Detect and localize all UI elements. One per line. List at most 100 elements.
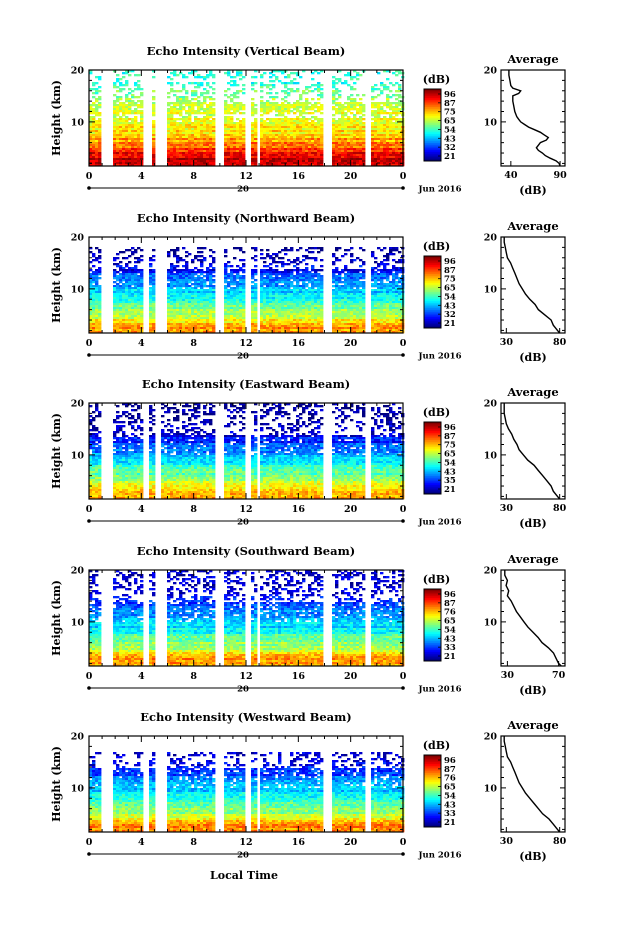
colorbar-swatch	[424, 261, 441, 264]
colorbar-swatch	[424, 90, 441, 94]
colorbar-swatch	[424, 648, 441, 651]
average-profile-line	[503, 403, 561, 500]
colorbar-swatch	[424, 301, 441, 304]
colorbar-swatch	[424, 117, 441, 121]
colorbar-swatch	[424, 783, 441, 787]
average-profile-line	[503, 736, 561, 833]
colorbar-swatch	[424, 438, 441, 441]
average-profile-line	[503, 237, 561, 334]
colorbar-swatch	[424, 134, 441, 137]
colorbar-swatch	[424, 810, 441, 814]
colorbar-swatch	[424, 295, 441, 298]
colorbar-label: (dB)	[423, 73, 450, 86]
colorbar-swatch	[424, 653, 441, 657]
colorbar-swatch	[424, 789, 441, 792]
x-tick-label: 4	[138, 837, 145, 848]
colorbar-swatch	[424, 263, 441, 266]
colorbar-swatch	[424, 641, 441, 644]
panel-title: Echo Intensity (Vertical Beam)	[147, 44, 346, 58]
average-frame	[500, 569, 566, 667]
colorbar-swatch	[424, 787, 441, 790]
average-title: Average	[506, 718, 558, 732]
average-frame	[500, 236, 566, 334]
x-tick-label: 12	[239, 171, 252, 182]
average-title: Average	[506, 219, 558, 233]
colorbar-swatch	[424, 607, 441, 610]
average-x-tick-label: 80	[553, 337, 567, 348]
colorbar-swatch	[424, 603, 441, 606]
colorbar-swatch	[424, 290, 441, 293]
colorbar-swatch	[424, 279, 441, 282]
colorbar-swatch	[424, 486, 441, 490]
colorbar-swatch	[424, 650, 441, 653]
x-tick-label: 8	[190, 671, 197, 682]
colorbar-tick-label: 65	[444, 783, 456, 793]
heatmap-cells	[89, 570, 405, 667]
colorbar-swatch	[424, 467, 441, 470]
colorbar-swatch	[424, 782, 441, 785]
colorbar-swatch	[424, 800, 441, 803]
colorbar-swatch	[424, 655, 441, 658]
colorbar-swatch	[424, 492, 441, 495]
date-label: Jun 2016	[418, 185, 462, 195]
colorbar-frame	[423, 421, 442, 495]
colorbar-swatch	[424, 612, 441, 615]
average-profile-panel: Average 20 10 30 80 (dB)	[484, 718, 567, 863]
colorbar-tick-label: 43	[444, 634, 456, 644]
colorbar-swatch	[424, 465, 441, 468]
colorbar-tick-label: 54	[444, 125, 456, 135]
colorbar-swatch	[424, 317, 441, 320]
average-frame	[500, 735, 566, 833]
y-axis-label: Height (km)	[50, 746, 63, 822]
x-tick-label: 12	[239, 671, 252, 682]
colorbar-swatch	[424, 306, 441, 309]
colorbar-swatch	[424, 277, 441, 280]
colorbar-swatch	[424, 304, 441, 307]
day-axis-marker	[87, 353, 91, 357]
colorbar-swatch	[424, 769, 441, 772]
day-axis-marker	[87, 186, 91, 190]
colorbar-swatch	[424, 762, 441, 765]
date-label: Jun 2016	[418, 685, 462, 695]
y-tick-label: 20	[71, 566, 85, 577]
average-x-tick-label: 80	[553, 503, 567, 514]
y-tick-label: 10	[71, 284, 85, 295]
colorbar-tick-label: 87	[444, 765, 456, 775]
colorbar-swatch	[424, 311, 441, 315]
average-y-tick-label: 20	[484, 566, 498, 577]
colorbar-swatch	[424, 818, 441, 821]
colorbar-swatch	[424, 472, 441, 475]
x-tick-label: 12	[239, 837, 252, 848]
colorbar-swatch	[424, 114, 441, 117]
colorbar-swatch	[424, 429, 441, 432]
colorbar-swatch	[424, 605, 441, 608]
x-tick-label: 8	[190, 338, 197, 349]
colorbar-swatch	[424, 89, 441, 92]
colorbar-tick-label: 54	[444, 292, 456, 302]
colorbar-swatch	[424, 272, 441, 275]
colorbar-tick-label: 21	[444, 652, 456, 662]
colorbar-swatch	[424, 823, 441, 826]
y-axis-label: Height (km)	[50, 580, 63, 656]
average-profile-panel: Average 20 10 40 90 (dB)	[484, 52, 567, 197]
colorbar-swatch	[424, 313, 441, 316]
colorbar-label: (dB)	[423, 573, 450, 586]
colorbar-swatch	[424, 812, 441, 815]
colorbar-swatch	[424, 637, 441, 640]
x-tick-label: 20	[344, 671, 358, 682]
colorbar-swatch	[424, 275, 441, 279]
average-title: Average	[506, 385, 558, 399]
colorbar-swatch	[424, 137, 441, 140]
colorbar-swatch	[424, 644, 441, 648]
colorbar-swatch	[424, 456, 441, 459]
colorbar-swatch	[424, 798, 441, 801]
colorbar-swatch	[424, 476, 441, 479]
colorbar-swatch	[424, 105, 441, 108]
y-tick-label: 10	[71, 117, 85, 128]
colorbar-swatch	[424, 461, 441, 464]
colorbar-swatch	[424, 617, 441, 621]
colorbar-tick-label: 96	[444, 423, 456, 433]
colorbar-swatch	[424, 458, 441, 461]
